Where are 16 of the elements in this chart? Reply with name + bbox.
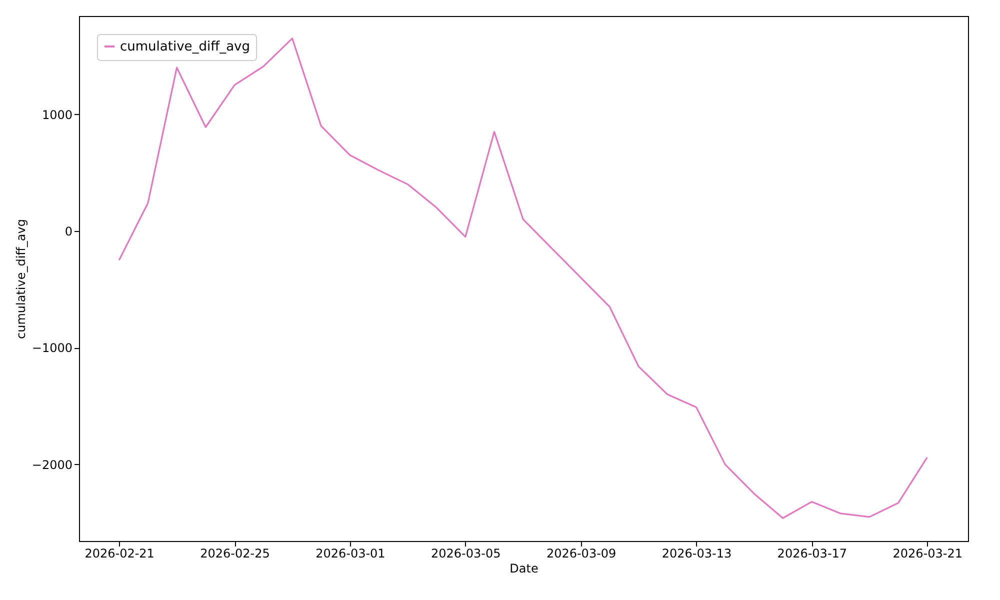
x-tick-label: 2026-02-21 [84,546,154,560]
line-series [118,38,928,519]
y-tick-label: −2000 [32,458,72,472]
y-tick-label: 0 [64,224,72,238]
x-tick-label: 2026-02-25 [200,546,270,560]
x-tick-label: 2026-03-09 [546,546,616,560]
y-axis-title: cumulative_diff_avg [14,219,28,339]
x-tick-label: 2026-03-13 [662,546,732,560]
y-tick-label: 1000 [42,108,72,122]
x-tick-label: 2026-03-01 [316,546,386,560]
x-tick-label: 2026-03-05 [431,546,501,560]
x-tick-label: 2026-03-21 [892,546,962,560]
y-tick-label: −1000 [32,341,72,356]
x-tick-label: 2026-03-17 [777,546,848,560]
legend-label: cumulative_diff_avg [120,40,250,54]
x-axis-title: Date [510,562,538,576]
